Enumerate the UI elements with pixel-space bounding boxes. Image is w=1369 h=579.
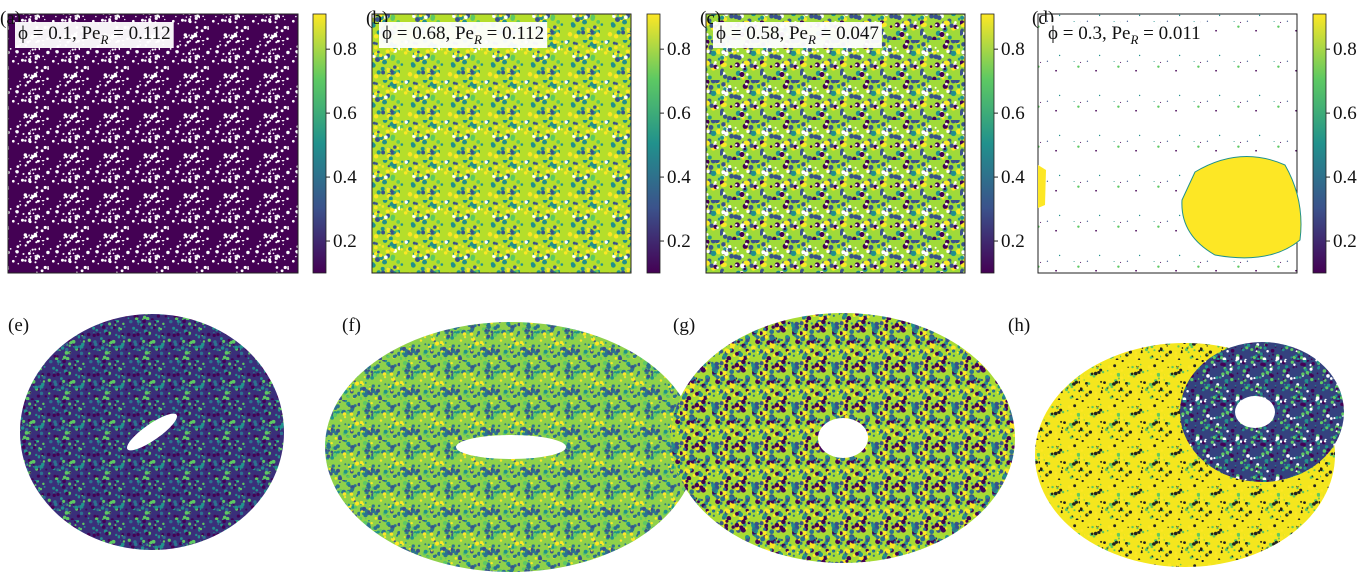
colorbar-tick-label: 0.2 [667,231,691,252]
annotation: ϕ = 0.58, PeR = 0.047 [716,23,879,47]
cluster [1038,165,1046,208]
heatmap [706,14,965,273]
panel-label: (e) [8,315,29,336]
colorbar-tick-label: 0.6 [1001,103,1025,124]
colorbar-tick-label: 0.8 [1333,39,1357,60]
colorbar [647,14,660,273]
heatmap [8,14,298,273]
figure: (a)ϕ = 0.1, PeR = 0.1120.20.40.60.8(b)ϕ … [0,0,1369,574]
colorbar-tick-label: 0.2 [1333,231,1357,252]
annotation-text: ϕ = 0.3, Pe [1048,23,1130,44]
annotation-subscript: R [99,32,108,47]
colorbar [1313,14,1326,273]
colorbar-tick-label: 0.4 [333,167,357,188]
colorbar-tick-label: 0.8 [333,39,357,60]
torus-hole [818,418,868,458]
annotation: ϕ = 0.3, PeR = 0.011 [1048,23,1201,47]
annotation: ϕ = 0.1, PeR = 0.112 [18,23,171,47]
colorbar-tick-label: 0.6 [333,103,357,124]
colorbar-tick-label: 0.6 [667,103,691,124]
annotation-text: = 0.112 [108,23,170,44]
colorbar-tick-label: 0.6 [1333,103,1357,124]
panel-label: (f) [342,315,361,336]
annotation-text: ϕ = 0.1, Pe [18,23,100,44]
annotation-text: = 0.112 [482,23,544,44]
annotation-text: = 0.011 [1138,23,1200,44]
colorbar [981,14,994,273]
colorbar-tick-label: 0.2 [333,231,357,252]
torus-hole [1235,396,1275,428]
annotation-subscript: R [807,32,816,47]
panel-label: (g) [673,315,695,336]
colorbar-tick-label: 0.8 [1001,39,1025,60]
heatmap [372,14,631,273]
annotation-text: ϕ = 0.58, Pe [716,23,808,44]
annotation: ϕ = 0.68, PeR = 0.112 [382,23,544,47]
annotation-subscript: R [1129,32,1138,47]
annotation-text: = 0.047 [816,23,879,44]
cluster [1182,156,1301,257]
colorbar-tick-label: 0.4 [1333,167,1357,188]
colorbar-tick-label: 0.2 [1001,231,1025,252]
torus-hole [456,435,566,459]
colorbar-tick-label: 0.4 [667,167,691,188]
colorbar-tick-label: 0.4 [1001,167,1025,188]
colorbar-tick-label: 0.8 [667,39,691,60]
annotation-text: ϕ = 0.68, Pe [382,23,474,44]
annotation-subscript: R [473,32,482,47]
panel-label: (h) [1008,315,1030,336]
colorbar [313,14,326,273]
